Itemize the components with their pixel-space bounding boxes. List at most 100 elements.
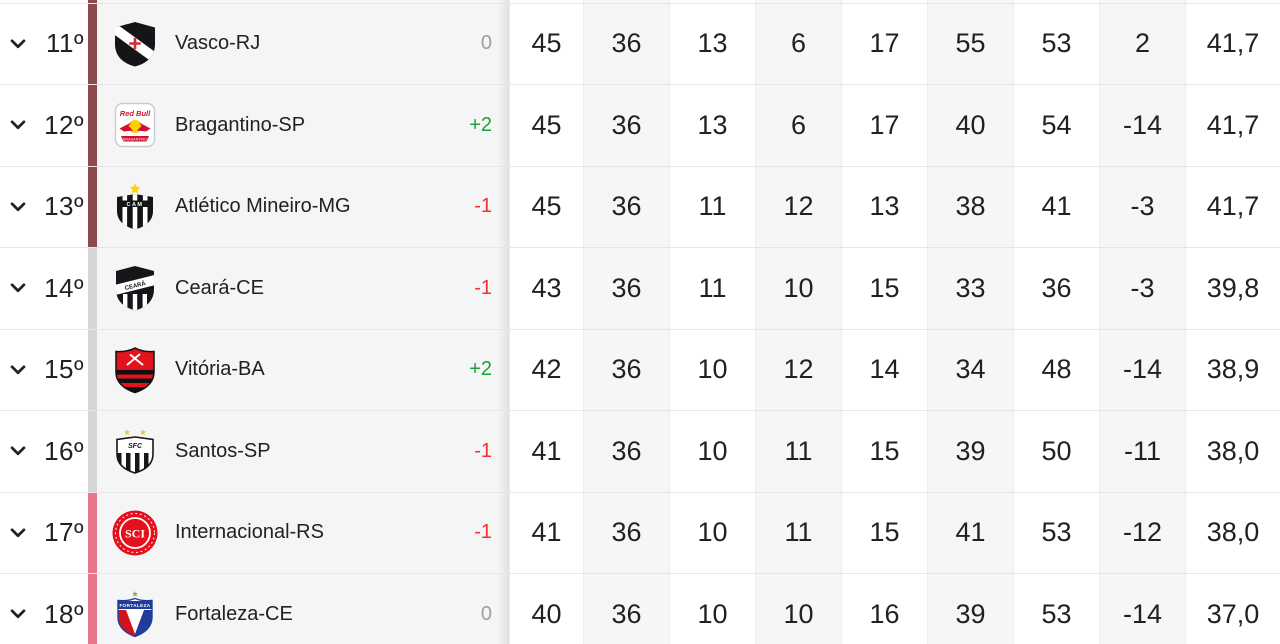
stat-cell: 36 [583, 3, 669, 84]
team-name: Vasco-RJ [175, 32, 261, 55]
zone-indicator [88, 492, 97, 573]
position-label: 11º [46, 28, 84, 59]
table-row[interactable]: 18º FORTALEZA Fortaleza-CE 0 40 36 10 10 16 39 53-… [0, 574, 1280, 644]
stat-cell: 13 [669, 3, 755, 84]
stat-cell: 53 [1013, 574, 1099, 644]
position-label: 16º [44, 435, 84, 466]
stat-cell: 41 [509, 411, 583, 492]
chevron-down-icon[interactable] [7, 114, 29, 136]
stat-cell: 40 [509, 574, 583, 644]
position-cell: 14º [0, 248, 88, 329]
svg-text:CAM: CAM [126, 202, 143, 208]
internacional-crest-icon: SCI [111, 509, 159, 557]
stat-cell: 36 [583, 248, 669, 329]
chevron-down-icon[interactable] [7, 522, 29, 544]
partial-previous-row [0, 0, 1280, 4]
stat-cell: 15 [841, 492, 927, 573]
position-change: -1 [474, 439, 492, 462]
team-cell: CEARÁ Ceará-CE -1 [97, 248, 509, 329]
ceara-crest-icon: CEARÁ [111, 264, 159, 312]
svg-text:BRAGANTINO: BRAGANTINO [123, 138, 147, 142]
team-cell: Red Bull BRAGANTINO Bragantino-SP +2 [97, 85, 509, 166]
chevron-down-icon[interactable] [7, 277, 29, 299]
stat-cell: 45 [509, 166, 583, 247]
stat-cell: 10 [669, 492, 755, 573]
svg-text:SFC: SFC [128, 443, 143, 450]
stat-cell: 11 [755, 492, 841, 573]
team-cell: SCI Internacional-RS -1 [97, 492, 509, 573]
stat-cell: 36 [583, 329, 669, 410]
stat-cell: 53 [1013, 3, 1099, 84]
stat-cell: 10 [755, 248, 841, 329]
stat-cell: 41,7 [1185, 3, 1280, 84]
zone-indicator [88, 166, 97, 247]
position-change: -1 [474, 521, 492, 544]
stat-cell: 50 [1013, 411, 1099, 492]
stat-cell: 6 [755, 3, 841, 84]
stat-cell: 2 [1099, 3, 1185, 84]
table-row[interactable]: 17º SCI Internacional-RS -1 41 36 10 11 15 41 53 -1… [0, 492, 1280, 574]
position-label: 12º [44, 109, 84, 140]
svg-text:Red Bull: Red Bull [120, 109, 151, 118]
position-change: 0 [480, 602, 492, 625]
position-cell: 11º [0, 3, 88, 84]
chevron-down-icon[interactable] [7, 33, 29, 55]
vasco-crest-icon [111, 20, 159, 68]
stat-cell: 10 [755, 574, 841, 644]
team-cell: CAM Atlético Mineiro-MG -1 [97, 166, 509, 247]
position-cell: 13º [0, 166, 88, 247]
atletico-mineiro-crest-icon: CAM [111, 183, 159, 231]
stat-cell: 41,7 [1185, 166, 1280, 247]
position-change: 0 [480, 32, 492, 55]
table-row[interactable]: 13º CAM Atlético Mineiro-MG -1 45 36 11 12 13 38 4… [0, 166, 1280, 248]
stat-cell: 36 [583, 411, 669, 492]
stat-cell: 45 [509, 3, 583, 84]
stat-cell: 11 [669, 166, 755, 247]
stat-cell: 15 [841, 248, 927, 329]
chevron-down-icon[interactable] [7, 359, 29, 381]
team-cell: FORTALEZA Fortaleza-CE 0 [97, 574, 509, 644]
position-cell: 12º [0, 85, 88, 166]
team-cell: Vitória-BA +2 [97, 329, 509, 410]
stat-cell: 38,0 [1185, 492, 1280, 573]
table-row[interactable]: 16º SFC Santos-SP -1 41 36 10 11 15 39 50 -11 38,0 [0, 411, 1280, 493]
team-cell: Vasco-RJ 0 [97, 3, 509, 84]
chevron-down-icon[interactable] [7, 440, 29, 462]
table-row[interactable]: 12º Red Bull BRAGANTINO Bragantino-SP +2 45 36… [0, 85, 1280, 167]
table-row[interactable]: 11º Vasco-RJ 0 45 36 13 6 17 55 53 2 41,7 [0, 3, 1280, 85]
stat-cell: -12 [1099, 492, 1185, 573]
position-cell [0, 0, 88, 3]
stat-cell [841, 0, 927, 3]
team-cell [97, 0, 509, 3]
stat-cell: 17 [841, 85, 927, 166]
stat-cell: 10 [669, 411, 755, 492]
team-name: Ceará-CE [175, 276, 264, 299]
position-cell: 16º [0, 411, 88, 492]
stat-cell: 43 [509, 248, 583, 329]
stat-cell: 10 [669, 574, 755, 644]
stat-cell [1185, 0, 1280, 3]
table-row[interactable]: 14º CEARÁ Ceará-CE -1 43 36 11 10 15 33 36 -3 39,8 [0, 248, 1280, 330]
zone-indicator [88, 248, 97, 329]
zone-indicator [88, 3, 97, 84]
stat-cell: 36 [583, 166, 669, 247]
santos-crest-icon: SFC [111, 427, 159, 475]
stat-cell: -11 [1099, 411, 1185, 492]
chevron-down-icon[interactable] [7, 603, 29, 625]
chevron-down-icon[interactable] [7, 196, 29, 218]
stat-cell: 55 [927, 3, 1013, 84]
stat-cell: 12 [755, 166, 841, 247]
stat-cell: 33 [927, 248, 1013, 329]
stat-cell: 17 [841, 3, 927, 84]
stat-cell: 38,0 [1185, 411, 1280, 492]
stat-cell: 12 [755, 329, 841, 410]
position-cell: 15º [0, 329, 88, 410]
fortaleza-crest-icon: FORTALEZA [111, 590, 159, 638]
stat-cell [1013, 0, 1099, 3]
stat-cell [1099, 0, 1185, 3]
stat-cell: 15 [841, 411, 927, 492]
stat-cell [583, 0, 669, 3]
table-row[interactable]: 15º Vitória-BA +2 42 36 10 12 14 34 48 -14 38,9 [0, 329, 1280, 411]
stat-cell: 14 [841, 329, 927, 410]
stat-cell: 11 [669, 248, 755, 329]
